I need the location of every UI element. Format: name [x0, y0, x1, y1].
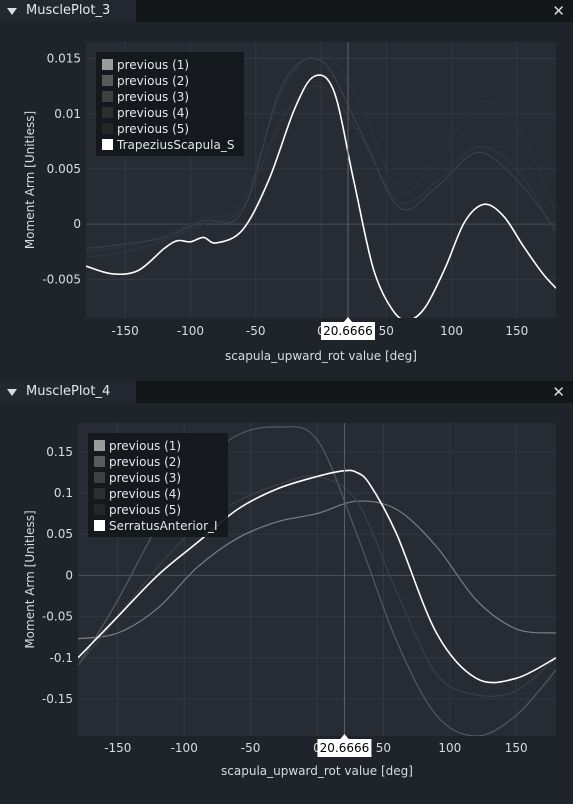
- x-tick-label: 150: [505, 324, 528, 338]
- y-tick-label: -0.1: [50, 651, 73, 665]
- legend-entry[interactable]: previous (3): [117, 90, 189, 104]
- series-line: [86, 85, 556, 258]
- muscle-plot-panel-3: MusclePlot_3 ✕ -150 -100 -50 0 50 100 150 0.015…: [0, 0, 573, 378]
- series-line: [86, 52, 556, 253]
- legend-entry[interactable]: previous (5): [117, 122, 189, 136]
- x-tick-label: 100: [438, 741, 461, 755]
- x-tick-label: -100: [177, 324, 204, 338]
- x-tick-label: -50: [246, 324, 266, 338]
- legend-entry[interactable]: TrapeziusScapula_S: [116, 138, 234, 152]
- legend-swatch: [102, 91, 113, 102]
- legend-entry[interactable]: previous (3): [109, 471, 181, 485]
- legend-swatch: [102, 107, 113, 118]
- panel-title: MusclePlot_4: [26, 384, 111, 399]
- cursor-badge[interactable]: [320, 322, 375, 340]
- legend-swatch: [102, 59, 113, 70]
- panel-tab[interactable]: MusclePlot_4: [0, 381, 136, 403]
- legend-box: [88, 433, 228, 537]
- y-tick-label: 0.15: [46, 445, 73, 459]
- y-tick-label: 0.05: [46, 527, 73, 541]
- series-group: [86, 52, 556, 318]
- x-tick-label: -100: [171, 741, 198, 755]
- x-tick-label: -50: [241, 741, 261, 755]
- y-tick-label: 0.1: [54, 486, 73, 500]
- y-tick-label: 0.01: [54, 107, 81, 121]
- legend-swatch: [94, 472, 105, 483]
- x-tick-label: 50: [379, 324, 394, 338]
- y-tick-label: -0.005: [42, 272, 81, 286]
- y-tick-label: -0.15: [42, 692, 73, 706]
- close-icon[interactable]: ✕: [552, 383, 565, 401]
- panel-title: MusclePlot_3: [26, 3, 111, 18]
- series-line: [78, 475, 556, 697]
- legend-entry[interactable]: previous (2): [109, 455, 181, 469]
- legend-entry[interactable]: previous (2): [117, 74, 189, 88]
- legend-swatch: [102, 139, 113, 150]
- x-axis-label: scapula_upward_rot value [deg]: [225, 349, 417, 363]
- collapse-triangle-icon[interactable]: [7, 8, 17, 15]
- legend-box: [96, 52, 244, 156]
- cursor-badge-pointer: [339, 734, 350, 740]
- x-axis-label: scapula_upward_rot value [deg]: [221, 764, 413, 778]
- y-axis-label: Moment Arm [Unitless]: [23, 111, 37, 249]
- panel-title-bar: MusclePlot_3 ✕: [0, 0, 573, 22]
- close-icon[interactable]: ✕: [552, 2, 565, 20]
- legend-entry[interactable]: SerratusAnterior_I: [109, 519, 218, 533]
- y-tick-label: 0.005: [47, 162, 81, 176]
- cursor-badge-pointer: [342, 317, 353, 323]
- panel-title-bar: MusclePlot_4 ✕: [0, 381, 573, 403]
- y-tick-label: 0.015: [47, 52, 81, 66]
- legend-swatch: [94, 488, 105, 499]
- legend-entry[interactable]: previous (4): [117, 106, 189, 120]
- legend-swatch: [94, 440, 105, 451]
- cursor-value-label: 20.6666: [320, 741, 370, 755]
- collapse-triangle-icon[interactable]: [7, 389, 17, 396]
- legend-swatch: [94, 456, 105, 467]
- legend-entry[interactable]: previous (4): [109, 487, 181, 501]
- cursor-badge[interactable]: [317, 739, 372, 757]
- series-line: [86, 74, 556, 318]
- legend-swatch: [102, 75, 113, 86]
- x-tick-label: 150: [505, 741, 528, 755]
- x-tick-label: -150: [104, 741, 131, 755]
- legend-entry[interactable]: previous (1): [109, 439, 181, 453]
- panel-tab[interactable]: MusclePlot_3: [0, 0, 136, 22]
- moment-arm-chart[interactable]: -150-100-500501001500.0150.010.0050-0.00…: [0, 22, 573, 378]
- y-tick-label: 0: [73, 217, 81, 231]
- legend-swatch: [94, 504, 105, 515]
- series-line: [78, 500, 556, 640]
- x-tick-label: -150: [112, 324, 139, 338]
- moment-arm-chart[interactable]: -150 -100 -50 0 50 100 150 0.15 0.1 0.05 0 -0.05 -0.…: [0, 403, 573, 804]
- x-tick-label: 50: [376, 741, 391, 755]
- cursor-value-label: 20.6666: [323, 324, 373, 338]
- legend-entry[interactable]: previous (5): [109, 503, 181, 517]
- x-tick-label: 100: [440, 324, 463, 338]
- series-line: [86, 57, 556, 250]
- legend-swatch: [102, 123, 113, 134]
- y-tick-label: -0.05: [42, 610, 73, 624]
- y-tick-label: 0: [65, 568, 73, 582]
- x-tick-label: 0: [313, 741, 321, 755]
- legend-swatch: [94, 520, 105, 531]
- muscle-plot-panel-4: MusclePlot_4 ✕ -150 -100 -50 0 50 100 150 0.15 0…: [0, 381, 573, 804]
- y-axis-label: Moment Arm [Unitless]: [23, 510, 37, 648]
- legend-entry[interactable]: previous (1): [117, 58, 189, 72]
